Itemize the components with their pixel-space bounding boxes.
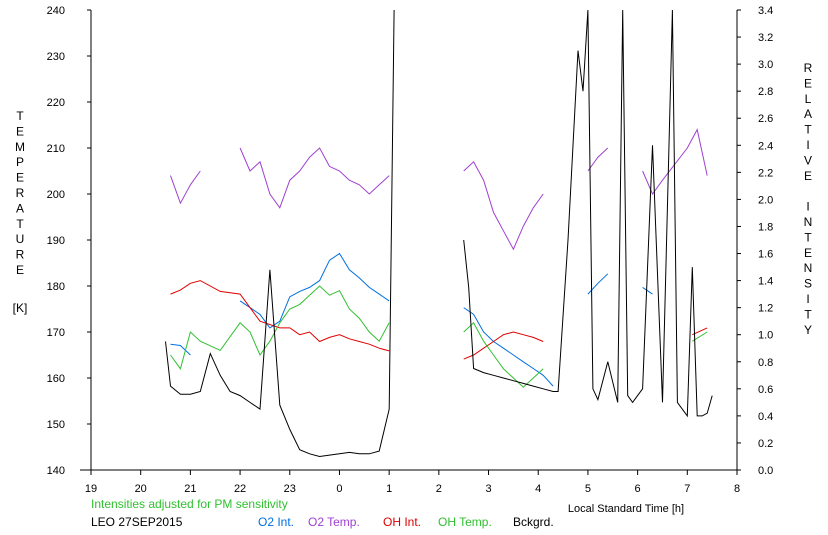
left-title-letter: E — [16, 263, 24, 277]
right-tick-label: 0.6 — [758, 384, 773, 396]
right-tick-label: 0.8 — [758, 357, 773, 369]
right-title-letter: I — [806, 200, 809, 214]
left-tick-label: 170 — [47, 327, 65, 339]
right-title-letter: I — [806, 292, 809, 306]
left-title-letter: E — [16, 124, 24, 138]
x-tick-label: 21 — [184, 483, 196, 495]
x-tick-label: 3 — [485, 483, 491, 495]
x-tick-label: 2 — [436, 483, 442, 495]
right-title-letter: T — [804, 307, 812, 321]
right-tick-label: 2.0 — [758, 194, 773, 206]
right-title-letter: T — [804, 230, 812, 244]
left-title-letter: U — [16, 232, 25, 246]
right-title-letter: T — [804, 123, 812, 137]
right-title-letter: S — [804, 277, 812, 291]
left-title-letter: E — [16, 171, 24, 185]
left-title-letter: R — [16, 186, 25, 200]
right-title-letter: E — [804, 76, 812, 90]
x-tick-label: 19 — [85, 483, 97, 495]
right-tick-label: 2.6 — [758, 113, 773, 125]
right-tick-label: 1.4 — [758, 276, 773, 288]
x-tick-label: 20 — [135, 483, 147, 495]
right-title-letter: A — [804, 107, 812, 121]
series-line-o2-int — [170, 252, 653, 387]
left-title-letter: M — [15, 140, 25, 154]
left-title-letter: T — [16, 109, 24, 123]
right-title-letter: L — [805, 92, 812, 106]
right-tick-label: 2.8 — [758, 86, 773, 98]
right-tick-label: 3.4 — [758, 5, 773, 17]
right-y-ticks: 0.0 0.2 0.4 0.6 0.8 1.0 1.2 1.4 1.6 1.8 2.0 2.2 2.4 2… — [737, 5, 773, 477]
legend: O2 Int. O2 Temp. OH Int. OH Temp. Bckgrd. — [258, 515, 554, 529]
right-title-letter: N — [804, 215, 813, 229]
left-tick-label: 180 — [47, 281, 65, 293]
left-axis-unit: [K] — [13, 301, 28, 315]
right-tick-label: 3.2 — [758, 32, 773, 44]
right-title-letter: E — [804, 246, 812, 260]
x-tick-label: 6 — [635, 483, 641, 495]
x-tick-label: 1 — [386, 483, 392, 495]
x-tick-label: 5 — [585, 483, 591, 495]
right-tick-label: 0.2 — [758, 438, 773, 450]
right-tick-label: 2.4 — [758, 140, 773, 152]
series-layer — [165, 9, 713, 458]
left-tick-label: 160 — [47, 373, 65, 385]
legend-entry-o2-int: O2 Int. — [258, 515, 294, 529]
x-tick-label: 23 — [284, 483, 296, 495]
note-text: Intensities adjusted for PM sensitivity — [91, 497, 288, 511]
left-tick-label: 240 — [47, 5, 65, 17]
left-y-ticks: 140 150 160 170 180 190 200 210 220 230 240 — [47, 5, 91, 477]
left-tick-label: 140 — [47, 465, 65, 477]
x-tick-label: 7 — [684, 483, 690, 495]
right-title-letter: V — [804, 153, 812, 167]
right-tick-label: 2.2 — [758, 167, 773, 179]
right-tick-label: 0.4 — [758, 411, 773, 423]
left-title-letter: T — [16, 217, 24, 231]
left-title-letter: P — [16, 155, 24, 169]
left-tick-label: 150 — [47, 419, 65, 431]
right-tick-label: 1.6 — [758, 249, 773, 261]
x-tick-label: 8 — [734, 483, 740, 495]
left-tick-label: 190 — [47, 235, 65, 247]
right-title-letter: N — [804, 261, 813, 275]
left-title-letter: R — [16, 248, 25, 262]
left-tick-label: 200 — [47, 189, 65, 201]
x-tick-label: 4 — [535, 483, 541, 495]
left-title-letter: A — [16, 201, 24, 215]
x-tick-label: 0 — [336, 483, 342, 495]
legend-entry-oh-int: OH Int. — [383, 515, 421, 529]
right-tick-label: 3.0 — [758, 59, 773, 71]
right-title-letter: Y — [804, 323, 812, 337]
right-tick-label: 1.2 — [758, 303, 773, 315]
series-line-o2-temp — [170, 128, 708, 251]
legend-entry-oh-temp: OH Temp. — [438, 515, 492, 529]
station-label: LEO 27SEP2015 — [91, 515, 183, 529]
right-title-letter: I — [806, 138, 809, 152]
right-title-letter: E — [804, 169, 812, 183]
right-tick-label: 1.0 — [758, 330, 773, 342]
right-tick-label: 1.8 — [758, 221, 773, 233]
x-tick-label: 22 — [234, 483, 246, 495]
plot-frame-group — [80, 10, 738, 471]
left-tick-label: 210 — [47, 143, 65, 155]
left-tick-label: 220 — [47, 97, 65, 109]
x-axis-label: Local Standard Time [h] — [568, 503, 684, 515]
x-ticks: 19 20 21 22 23 0 1 2 3 4 5 6 7 8 — [85, 470, 740, 495]
series-line-bckgrd — [165, 9, 713, 458]
right-tick-label: 0.0 — [758, 465, 773, 477]
legend-entry-o2-temp: O2 Temp. — [308, 515, 360, 529]
legend-entry-bckgrd: Bckgrd. — [513, 515, 554, 529]
left-tick-label: 230 — [47, 51, 65, 63]
right-title-letter: R — [804, 61, 813, 75]
